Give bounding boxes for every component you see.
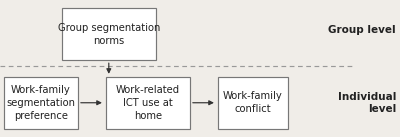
FancyBboxPatch shape <box>106 77 190 129</box>
Text: Group segmentation
norms: Group segmentation norms <box>58 23 160 46</box>
Text: Group level: Group level <box>328 25 396 35</box>
Text: Work-family
segmentation
preference: Work-family segmentation preference <box>6 85 76 121</box>
Text: Work-related
ICT use at
home: Work-related ICT use at home <box>116 85 180 121</box>
FancyBboxPatch shape <box>62 8 156 60</box>
FancyBboxPatch shape <box>4 77 78 129</box>
FancyBboxPatch shape <box>218 77 288 129</box>
Text: Individual
level: Individual level <box>338 92 396 114</box>
Text: Work-family
conflict: Work-family conflict <box>223 91 283 114</box>
